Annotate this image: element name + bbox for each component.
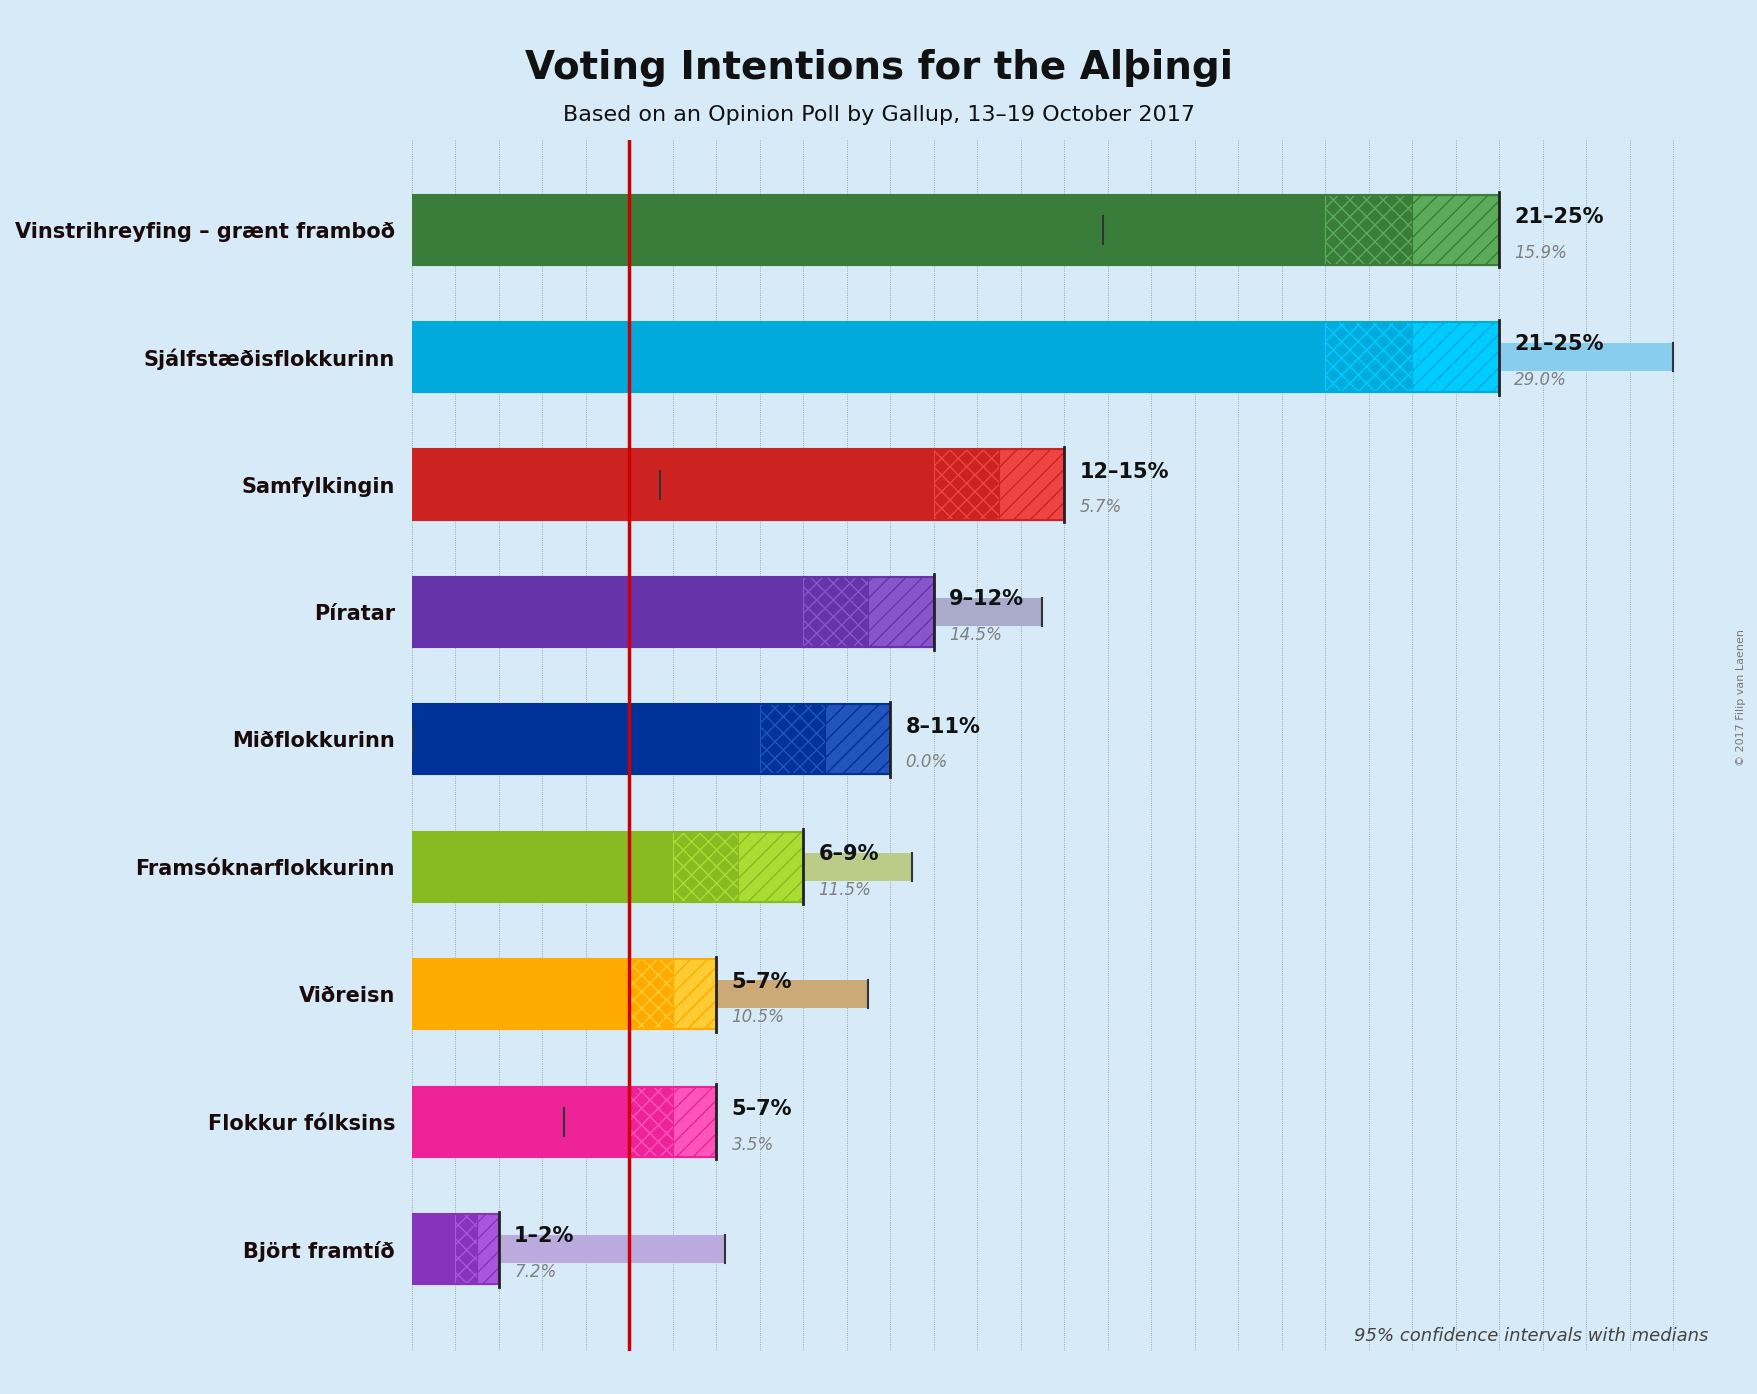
Text: Voting Intentions for the Alþingi: Voting Intentions for the Alþingi <box>525 49 1232 86</box>
Bar <box>411 1108 564 1136</box>
Text: 15.9%: 15.9% <box>1513 244 1565 262</box>
Bar <box>411 1214 455 1284</box>
Bar <box>759 704 824 775</box>
Text: 6–9%: 6–9% <box>819 845 878 864</box>
Bar <box>411 343 1673 371</box>
Bar <box>1325 322 1411 392</box>
Text: 0.0%: 0.0% <box>905 753 947 771</box>
Bar <box>455 1214 476 1284</box>
Bar <box>411 577 803 647</box>
Bar <box>629 1087 673 1157</box>
Bar <box>1411 322 1499 392</box>
Bar <box>998 449 1063 520</box>
Text: Based on an Opinion Poll by Gallup, 13–19 October 2017: Based on an Opinion Poll by Gallup, 13–1… <box>562 105 1195 124</box>
Bar <box>411 832 673 902</box>
Bar <box>411 598 1042 626</box>
Bar <box>411 471 659 499</box>
Bar <box>411 449 933 520</box>
Bar <box>868 577 933 647</box>
Text: 5–7%: 5–7% <box>731 972 791 991</box>
Bar <box>1411 195 1499 265</box>
Text: 3.5%: 3.5% <box>731 1136 773 1154</box>
Bar <box>824 704 889 775</box>
Text: 21–25%: 21–25% <box>1513 335 1602 354</box>
Text: 1–2%: 1–2% <box>513 1227 575 1246</box>
Bar <box>476 1214 499 1284</box>
Bar <box>411 1087 629 1157</box>
Text: © 2017 Filip van Laenen: © 2017 Filip van Laenen <box>1734 629 1745 765</box>
Text: 29.0%: 29.0% <box>1513 371 1565 389</box>
Bar <box>673 1087 715 1157</box>
Bar <box>411 959 629 1029</box>
Bar <box>933 449 998 520</box>
Bar <box>411 704 759 775</box>
Text: 5.7%: 5.7% <box>1079 499 1121 517</box>
Bar <box>411 195 1325 265</box>
Bar <box>629 959 673 1029</box>
Text: 11.5%: 11.5% <box>819 881 871 899</box>
Bar <box>1325 195 1411 265</box>
Bar <box>803 577 868 647</box>
Bar <box>673 832 738 902</box>
Text: 7.2%: 7.2% <box>513 1263 555 1281</box>
Text: 14.5%: 14.5% <box>949 626 1001 644</box>
Text: 5–7%: 5–7% <box>731 1098 791 1119</box>
Bar <box>411 853 912 881</box>
Text: 21–25%: 21–25% <box>1513 206 1602 227</box>
Bar <box>411 980 868 1008</box>
Text: 8–11%: 8–11% <box>905 717 980 736</box>
Bar <box>411 216 1103 244</box>
Bar <box>673 959 715 1029</box>
Text: 12–15%: 12–15% <box>1079 461 1168 482</box>
Text: 10.5%: 10.5% <box>731 1008 784 1026</box>
Text: 95% confidence intervals with medians: 95% confidence intervals with medians <box>1353 1327 1708 1345</box>
Bar <box>738 832 803 902</box>
Bar <box>411 322 1325 392</box>
Bar <box>411 1235 724 1263</box>
Text: 9–12%: 9–12% <box>949 590 1023 609</box>
